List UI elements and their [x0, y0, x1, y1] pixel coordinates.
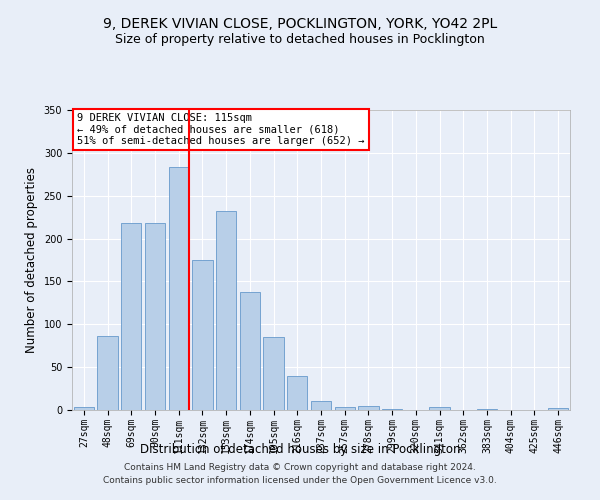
Bar: [216, 211, 236, 410]
Bar: [287, 376, 307, 410]
Bar: [169, 166, 189, 410]
Bar: [335, 408, 355, 410]
Bar: [240, 292, 260, 410]
Bar: [263, 337, 284, 410]
Text: Contains HM Land Registry data © Crown copyright and database right 2024.
Contai: Contains HM Land Registry data © Crown c…: [103, 464, 497, 485]
Text: 9, DEREK VIVIAN CLOSE, POCKLINGTON, YORK, YO42 2PL: 9, DEREK VIVIAN CLOSE, POCKLINGTON, YORK…: [103, 18, 497, 32]
Bar: [97, 336, 118, 410]
Bar: [430, 408, 449, 410]
Bar: [121, 223, 142, 410]
Bar: [145, 223, 165, 410]
Text: 9 DEREK VIVIAN CLOSE: 115sqm
← 49% of detached houses are smaller (618)
51% of s: 9 DEREK VIVIAN CLOSE: 115sqm ← 49% of de…: [77, 113, 364, 146]
Bar: [382, 409, 402, 410]
Bar: [548, 408, 568, 410]
Bar: [193, 260, 212, 410]
Text: Size of property relative to detached houses in Pocklington: Size of property relative to detached ho…: [115, 32, 485, 46]
Bar: [311, 402, 331, 410]
Bar: [358, 406, 379, 410]
Bar: [74, 408, 94, 410]
Y-axis label: Number of detached properties: Number of detached properties: [25, 167, 38, 353]
Bar: [477, 409, 497, 410]
Text: Distribution of detached houses by size in Pocklington: Distribution of detached houses by size …: [140, 442, 460, 456]
